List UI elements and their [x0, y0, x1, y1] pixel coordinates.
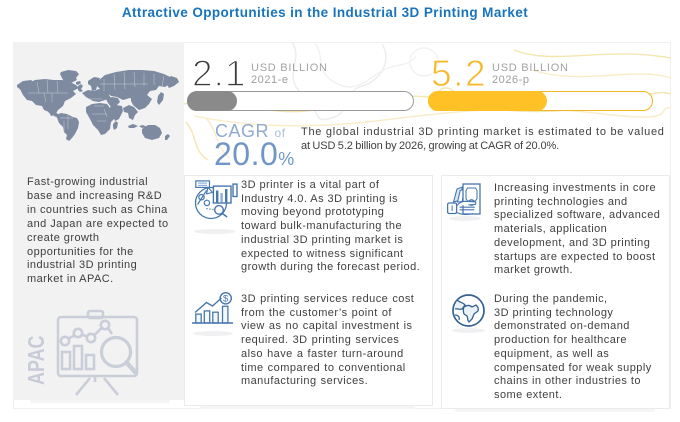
svg-text:$: $ [223, 294, 229, 305]
